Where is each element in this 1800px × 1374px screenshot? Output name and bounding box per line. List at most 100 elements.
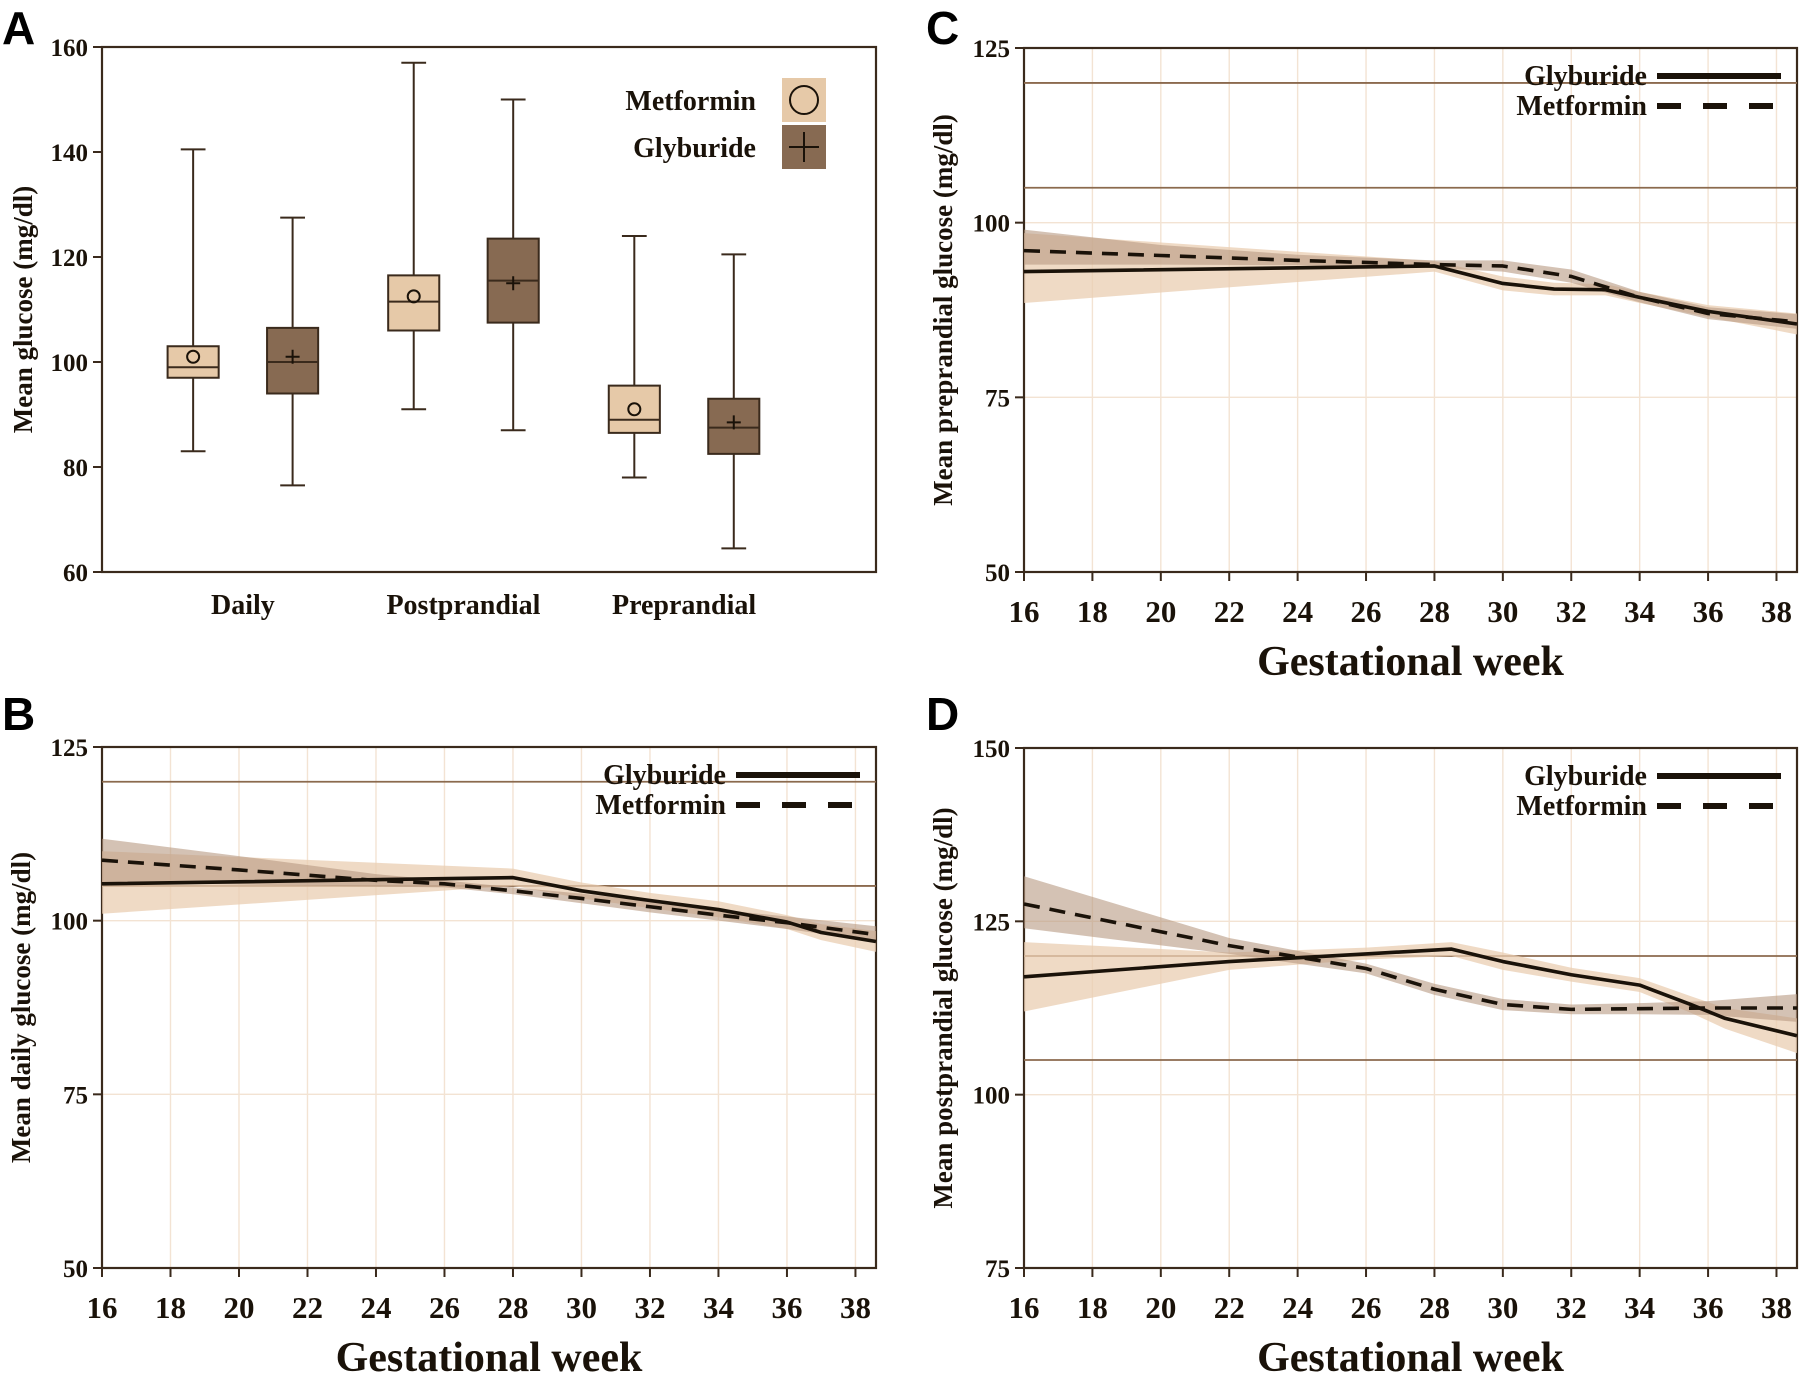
legend-label: Glyburide xyxy=(603,760,726,791)
x-tick-label: 36 xyxy=(1693,1290,1724,1325)
x-tick-label: 22 xyxy=(1214,594,1245,629)
legend-label: Metformin xyxy=(1516,791,1647,822)
y-tick-label: 100 xyxy=(51,909,89,936)
x-tick-label: 38 xyxy=(840,1290,871,1325)
x-tick-label: 18 xyxy=(155,1290,186,1325)
box-metformin-daily xyxy=(166,148,220,453)
x-tick-label: 24 xyxy=(360,1290,391,1325)
y-tick-label: 75 xyxy=(63,1082,88,1109)
mean-marker-circle xyxy=(406,289,421,304)
x-tick-label: 20 xyxy=(223,1290,254,1325)
y-tick-label: 120 xyxy=(51,245,89,272)
x-tick-label: 38 xyxy=(1761,594,1792,629)
x-axis-label: Gestational week xyxy=(336,1335,643,1374)
x-tick-label: 36 xyxy=(1693,594,1724,629)
legend-label: Metformin xyxy=(595,790,726,821)
ci-band-metformin xyxy=(1024,229,1797,329)
legend-circle-icon xyxy=(789,85,819,115)
y-tick-label: 125 xyxy=(973,909,1011,936)
x-axis-label: Gestational week xyxy=(1257,639,1564,685)
panel-b-daily-line-chart: 50 75 100 125 16 18 20 22 24 26 28 30 32 34 36 38 Gestat… xyxy=(6,735,878,1374)
x-tick-label: 30 xyxy=(1487,1290,1518,1325)
mean-marker-plus xyxy=(726,415,741,430)
x-tick-label: 34 xyxy=(703,1290,734,1325)
panel-c-preprandial-line-chart: 50 75 100 125 16 18 20 22 24 26 28 30 32 34 36 38 Gestat… xyxy=(928,36,1799,685)
y-tick-label: 140 xyxy=(51,140,89,167)
mean-marker-plus xyxy=(285,349,300,364)
y-tick-label: 50 xyxy=(985,560,1010,587)
y-tick-label: 100 xyxy=(51,350,89,377)
series-line-metformin xyxy=(101,858,877,937)
x-tick-label: 30 xyxy=(1487,594,1518,629)
box-metformin-postprandial xyxy=(387,61,441,411)
y-tick-label: 80 xyxy=(63,455,88,482)
y-axis-label: Mean preprandial glucose (mg/dl) xyxy=(928,114,958,506)
y-tick-label: 100 xyxy=(973,211,1011,238)
x-tick-label: 26 xyxy=(1351,1290,1382,1325)
x-tick-label: 28 xyxy=(1419,594,1450,629)
plot-frame xyxy=(1022,46,1799,574)
y-tick-label: 150 xyxy=(973,736,1011,763)
x-tick-label: 28 xyxy=(497,1290,528,1325)
x-tick-label: 32 xyxy=(634,1290,665,1325)
legend-label: Metformin xyxy=(1516,91,1647,122)
series-line-metformin xyxy=(1023,248,1798,324)
x-tick-label: 22 xyxy=(292,1290,323,1325)
x-tick-label: 30 xyxy=(566,1290,597,1325)
box-metformin-preprandial xyxy=(607,235,661,479)
legend-swatch xyxy=(782,78,826,122)
series-line-glyburide xyxy=(101,875,877,944)
box-iqr xyxy=(607,384,661,434)
ci-band-glyburide xyxy=(1024,942,1797,1054)
legend-plus-icon xyxy=(789,132,819,162)
plot-frame xyxy=(100,745,878,1270)
x-tick-label: 20 xyxy=(1145,1290,1176,1325)
y-axis-label: Mean glucose (mg/dl) xyxy=(8,186,38,433)
legend-label: Glyburide xyxy=(633,133,756,164)
x-tick-label: 36 xyxy=(771,1290,802,1325)
x-tick-label: 18 xyxy=(1077,1290,1108,1325)
legend-label: Glyburide xyxy=(1524,61,1647,92)
panel-a-boxplot: 60 80 100 120 140 160 Mean glucose (mg/dl) Dail… xyxy=(8,35,878,621)
mean-marker-circle xyxy=(627,402,642,417)
x-tick-label: 26 xyxy=(1351,594,1382,629)
x-tick-label: 28 xyxy=(1419,1290,1450,1325)
y-tick-label: 60 xyxy=(63,560,88,587)
x-tick-label: 22 xyxy=(1214,1290,1245,1325)
x-tick-label: 34 xyxy=(1624,594,1655,629)
panel-letter-d: D xyxy=(926,688,959,740)
y-axis-label: Mean daily glucose (mg/dl) xyxy=(6,852,36,1163)
category-label: Daily xyxy=(211,590,275,621)
x-tick-label: 32 xyxy=(1556,594,1587,629)
x-axis-label: Gestational week xyxy=(1257,1335,1564,1374)
panel-letter-c: C xyxy=(926,2,959,54)
ci-band-metformin xyxy=(102,838,876,942)
y-axis-label: Mean postprandial glucose (mg/dl) xyxy=(928,807,958,1208)
x-tick-label: 20 xyxy=(1145,594,1176,629)
category-label: Postprandial xyxy=(386,590,540,621)
panel-d-postprandial-line-chart: 75 100 125 150 16 18 20 22 24 26 28 30 32 34 36 38 Gesta… xyxy=(928,736,1799,1374)
x-tick-label: 26 xyxy=(429,1290,460,1325)
legend-label: Glyburide xyxy=(1524,761,1647,792)
y-tick-label: 75 xyxy=(985,385,1010,412)
mean-marker-plus xyxy=(506,276,521,291)
x-tick-label: 18 xyxy=(1077,594,1108,629)
x-tick-label: 16 xyxy=(87,1290,118,1325)
x-tick-label: 24 xyxy=(1282,594,1313,629)
x-tick-label: 34 xyxy=(1624,1290,1655,1325)
y-tick-label: 125 xyxy=(973,36,1011,63)
legend: Metformin Glyburide xyxy=(625,78,826,169)
panel-letter-b: B xyxy=(2,688,35,740)
y-tick-label: 75 xyxy=(985,1256,1010,1283)
plot-frame xyxy=(100,45,878,574)
x-tick-label: 24 xyxy=(1282,1290,1313,1325)
x-tick-label: 16 xyxy=(1009,594,1040,629)
y-tick-label: 125 xyxy=(51,735,89,762)
mean-marker-circle xyxy=(186,349,201,364)
legend-label: Metformin xyxy=(625,86,756,117)
y-tick-label: 100 xyxy=(973,1083,1011,1110)
x-tick-label: 32 xyxy=(1556,1290,1587,1325)
box-glyburide-daily xyxy=(266,216,320,487)
